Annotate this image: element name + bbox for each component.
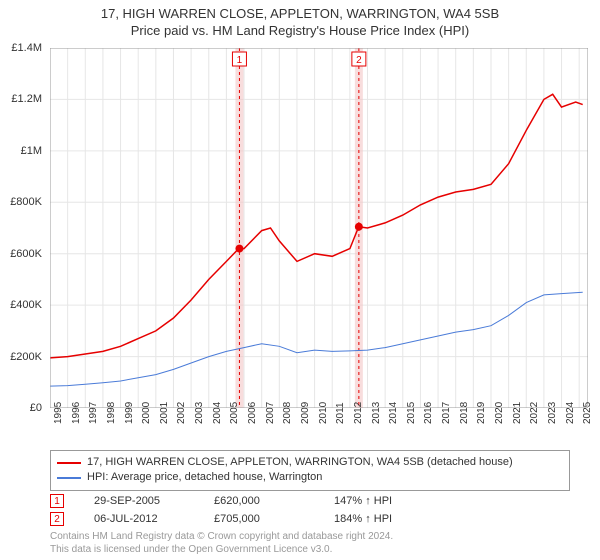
sales-table: 1 29-SEP-2005 £620,000 147% ↑ HPI 2 06-J… [50,492,424,528]
x-axis-labels: 1995199619971998199920002001200220032004… [50,412,588,442]
footnote-line-2: This data is licensed under the Open Gov… [50,543,393,556]
title-line-2: Price paid vs. HM Land Registry's House … [0,23,600,40]
legend-label-hpi: HPI: Average price, detached house, Warr… [87,470,322,485]
footnote: Contains HM Land Registry data © Crown c… [50,530,393,556]
legend-swatch-subject [57,462,81,464]
sale-price-2: £705,000 [214,513,304,525]
sale-price-1: £620,000 [214,495,304,507]
legend-row-hpi: HPI: Average price, detached house, Warr… [57,470,563,485]
sale-marker-2: 2 [50,512,64,526]
legend-swatch-hpi [57,477,81,479]
sale-date-1: 29-SEP-2005 [94,495,184,507]
y-axis-labels: £0£200K£400K£600K£800K£1M£1.2M£1.4M [0,48,46,408]
title-line-1: 17, HIGH WARREN CLOSE, APPLETON, WARRING… [0,6,600,23]
chart-plot-area: 12 [50,48,588,408]
sale-row-1: 1 29-SEP-2005 £620,000 147% ↑ HPI [50,492,424,510]
svg-text:1: 1 [237,55,243,66]
legend-label-subject: 17, HIGH WARREN CLOSE, APPLETON, WARRING… [87,455,513,470]
chart-svg: 12 [50,48,588,408]
sale-hpi-1: 147% ↑ HPI [334,495,424,507]
footnote-line-1: Contains HM Land Registry data © Crown c… [50,530,393,543]
chart-title: 17, HIGH WARREN CLOSE, APPLETON, WARRING… [0,0,600,40]
svg-text:2: 2 [356,55,362,66]
sale-date-2: 06-JUL-2012 [94,513,184,525]
sale-marker-1: 1 [50,494,64,508]
legend-row-subject: 17, HIGH WARREN CLOSE, APPLETON, WARRING… [57,455,563,470]
sale-row-2: 2 06-JUL-2012 £705,000 184% ↑ HPI [50,510,424,528]
sale-hpi-2: 184% ↑ HPI [334,513,424,525]
legend: 17, HIGH WARREN CLOSE, APPLETON, WARRING… [50,450,570,491]
